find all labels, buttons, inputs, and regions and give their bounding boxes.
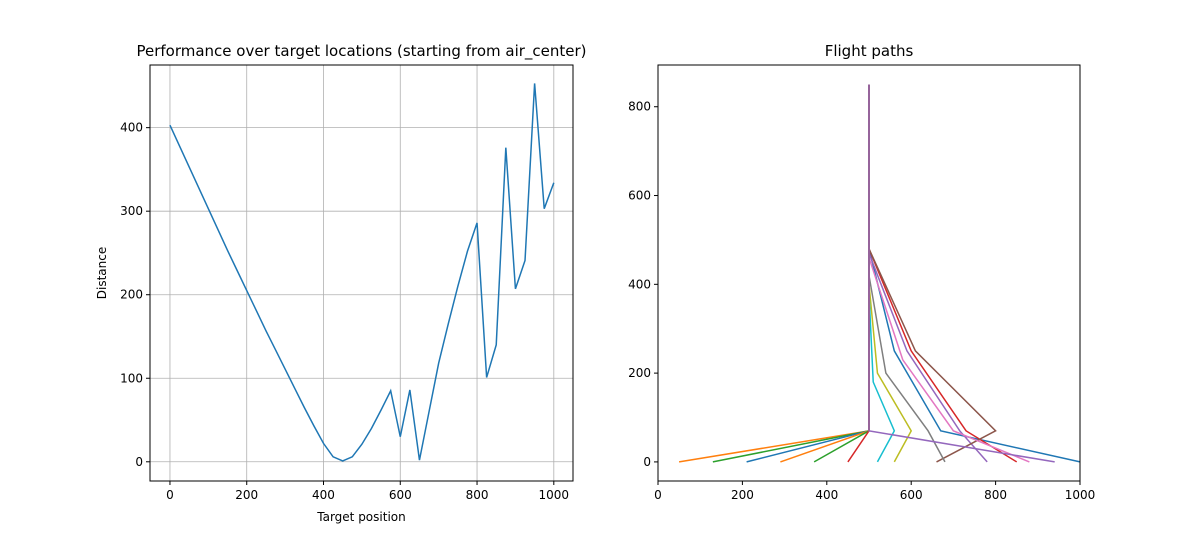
x-tick-label: 200	[731, 488, 754, 502]
chart-title: Flight paths	[825, 42, 914, 60]
x-axis-label: Target position	[316, 510, 405, 524]
y-tick-label: 800	[628, 100, 651, 114]
x-tick-label: 200	[235, 488, 258, 502]
chart-title: Performance over target locations (start…	[136, 42, 586, 61]
y-tick-label: 400	[120, 121, 143, 135]
y-tick-label: 100	[120, 371, 143, 385]
data-line	[169, 83, 555, 462]
x-tick-label: 1000	[539, 488, 570, 502]
y-tick-label: 200	[628, 366, 651, 380]
y-tick-label: 400	[628, 277, 651, 291]
x-tick-label: 600	[389, 488, 412, 502]
x-tick-label: 1000	[1065, 488, 1096, 502]
x-tick-label: 0	[166, 488, 174, 502]
data-line	[868, 84, 1055, 463]
y-tick-label: 300	[120, 204, 143, 218]
y-axis-label: Distance	[95, 247, 109, 299]
x-tick-label: 800	[984, 488, 1007, 502]
x-tick-label: 600	[900, 488, 923, 502]
y-tick-label: 0	[135, 455, 143, 469]
axes-frame	[657, 64, 1081, 482]
x-tick-label: 400	[815, 488, 838, 502]
x-tick-label: 800	[466, 488, 489, 502]
axes-frame	[149, 64, 574, 482]
y-tick-label: 600	[628, 189, 651, 203]
y-tick-label: 200	[120, 288, 143, 302]
x-tick-label: 400	[312, 488, 335, 502]
x-tick-label: 0	[654, 488, 662, 502]
y-tick-label: 0	[643, 455, 651, 469]
